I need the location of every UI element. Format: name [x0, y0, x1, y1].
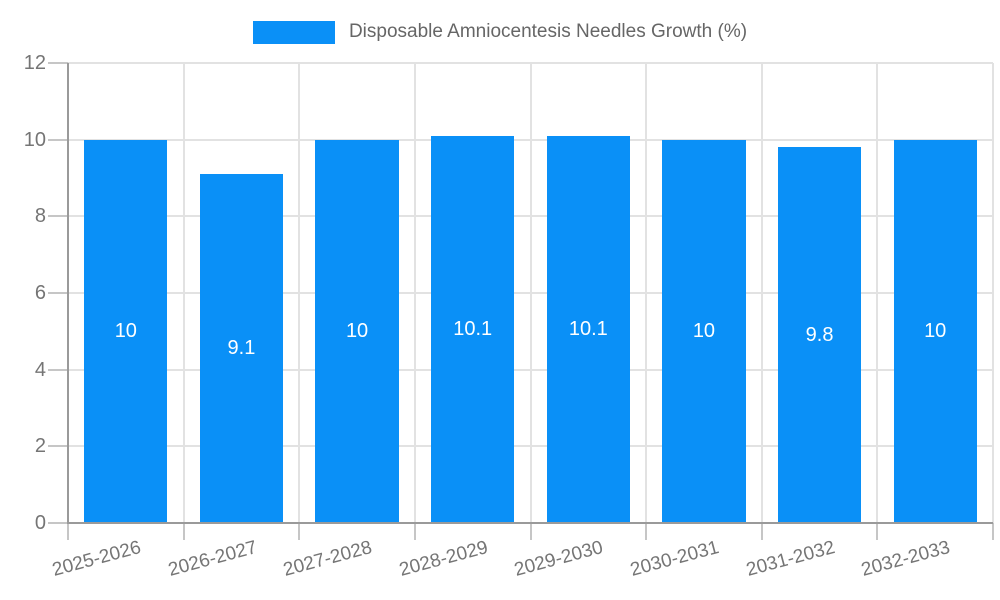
x-tick-label: 2030-2031: [628, 537, 722, 581]
x-tick-mark: [529, 523, 532, 540]
v-gridline: [760, 63, 763, 523]
x-tick-mark: [645, 523, 648, 540]
y-tick-label: 0: [34, 512, 46, 534]
x-tick-label: 2027-2028: [281, 537, 375, 581]
bar-value-label: 9.1: [227, 337, 256, 360]
y-tick-label: 10: [23, 128, 46, 151]
x-tick-mark: [413, 523, 416, 540]
y-tick-label: 8: [34, 205, 46, 228]
v-gridline: [182, 63, 185, 523]
x-tick-label: 2031-2032: [743, 537, 837, 581]
y-tick-label: 4: [34, 358, 46, 381]
legend-label: Disposable Amniocentesis Needles Growth …: [348, 21, 748, 42]
v-gridline: [992, 63, 994, 523]
bar[interactable]: 10: [893, 139, 977, 523]
y-tick-mark: [48, 138, 68, 141]
y-tick-mark: [48, 522, 68, 524]
bar[interactable]: 9.8: [777, 147, 862, 523]
v-gridline: [645, 63, 648, 523]
bar[interactable]: 10.1: [546, 135, 630, 523]
v-gridline: [876, 63, 879, 523]
x-tick-mark: [992, 523, 994, 540]
legend-swatch: [252, 20, 335, 44]
y-tick-label: 12: [23, 52, 46, 74]
y-tick-label: 2: [34, 435, 46, 458]
x-tick-label: 2029-2030: [512, 537, 606, 581]
bar[interactable]: 10: [315, 139, 399, 523]
y-tick-mark: [48, 445, 68, 448]
x-tick-label: 2025-2026: [50, 537, 144, 581]
legend[interactable]: Disposable Amniocentesis Needles Growth …: [0, 14, 1000, 50]
v-gridline: [529, 63, 532, 523]
bar-value-label: 10: [345, 319, 369, 342]
x-tick-mark: [876, 523, 879, 540]
bar-value-label: 10: [114, 319, 137, 342]
bar[interactable]: 10.1: [431, 135, 515, 523]
y-tick-label: 6: [34, 282, 46, 304]
y-tick-mark: [48, 292, 68, 294]
x-tick-mark: [760, 523, 763, 540]
x-tick-mark: [182, 523, 185, 540]
x-tick-label: 2028-2029: [396, 537, 491, 581]
bar-value-label: 10: [692, 319, 716, 342]
bar[interactable]: 10: [662, 139, 746, 523]
bar-value-label: 10: [924, 319, 947, 342]
x-tick-label: 2026-2027: [165, 537, 259, 581]
v-gridline: [413, 63, 416, 523]
x-tick-mark: [298, 523, 301, 540]
y-axis-line: [67, 63, 69, 523]
x-tick-mark: [67, 523, 69, 540]
bar[interactable]: 9.1: [199, 174, 284, 523]
bar-value-label: 10.1: [568, 317, 608, 340]
bar-value-label: 9.8: [805, 323, 834, 346]
plot-area: 10 9.1 10 10.1 10.1 10 9.8 10: [67, 62, 994, 540]
bar[interactable]: 10: [84, 139, 168, 523]
x-tick-label: 2032-2033: [859, 537, 953, 581]
v-gridline: [298, 63, 301, 523]
y-tick-mark: [48, 62, 68, 64]
x-axis-line: [67, 522, 993, 524]
bar-value-label: 10.1: [453, 317, 493, 340]
y-tick-mark: [48, 215, 68, 218]
y-tick-mark: [48, 368, 68, 371]
